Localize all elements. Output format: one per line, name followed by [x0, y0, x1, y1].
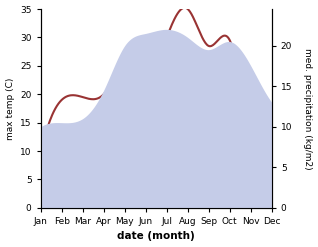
X-axis label: date (month): date (month)	[117, 231, 195, 242]
Y-axis label: med. precipitation (kg/m2): med. precipitation (kg/m2)	[303, 48, 313, 169]
Y-axis label: max temp (C): max temp (C)	[5, 77, 15, 140]
